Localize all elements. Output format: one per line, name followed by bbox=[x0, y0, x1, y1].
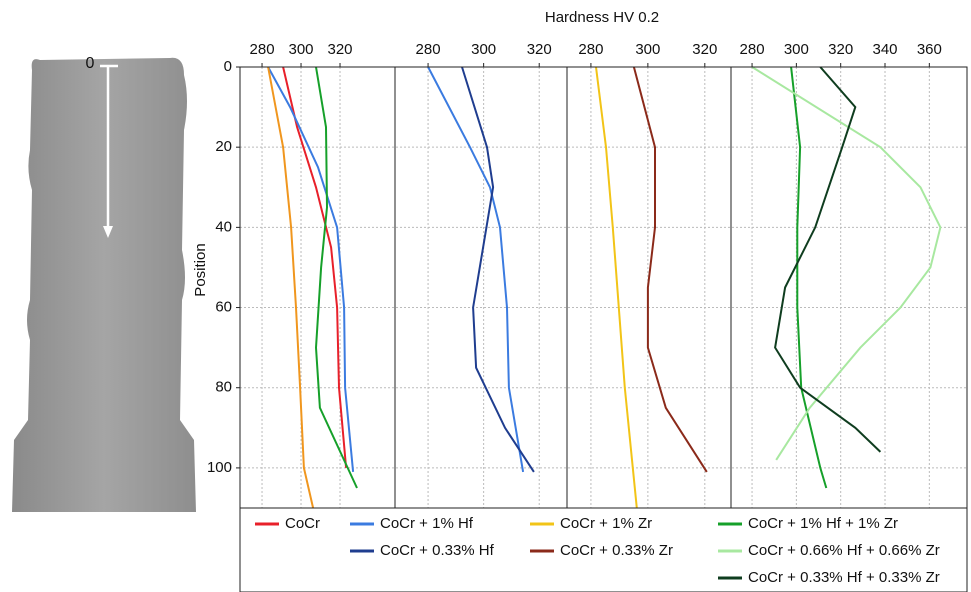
x-tick-label: 360 bbox=[917, 41, 942, 58]
data-line bbox=[267, 66, 315, 509]
legend-label: CoCr + 0.33% Zr bbox=[560, 542, 673, 559]
legend-label: CoCr + 0.33% Hf + 0.33% Zr bbox=[748, 569, 940, 586]
x-tick-label: 300 bbox=[289, 41, 314, 58]
legend-label: CoCr + 0.66% Hf + 0.66% Zr bbox=[748, 542, 940, 559]
data-line bbox=[751, 66, 942, 461]
y-tick-label: 40 bbox=[215, 218, 232, 235]
x-tick-label: 280 bbox=[578, 41, 603, 58]
x-tick-label: 300 bbox=[471, 41, 496, 58]
x-tick-label: 320 bbox=[828, 41, 853, 58]
y-tick-label: 20 bbox=[215, 138, 232, 155]
arrow-head bbox=[103, 226, 113, 238]
legend-label: CoCr + 1% Hf bbox=[380, 515, 474, 532]
data-line bbox=[461, 66, 535, 473]
data-line bbox=[282, 66, 348, 468]
panel-frame bbox=[730, 66, 968, 509]
x-tick-label: 340 bbox=[872, 41, 897, 58]
data-line bbox=[790, 66, 828, 489]
x-tick-label: 300 bbox=[784, 41, 809, 58]
y-tick-label: 0 bbox=[224, 58, 232, 75]
specimen-photo: 0 bbox=[12, 55, 196, 513]
y-tick-label: 80 bbox=[215, 379, 232, 396]
specimen bbox=[12, 57, 196, 513]
data-line bbox=[427, 66, 525, 473]
y-tick-label: 100 bbox=[207, 459, 232, 476]
panel-frame bbox=[566, 66, 732, 509]
panel-frame bbox=[394, 66, 568, 509]
legend-label: CoCr bbox=[285, 515, 320, 532]
y-tick-label: 60 bbox=[215, 299, 232, 316]
x-tick-label: 280 bbox=[740, 41, 765, 58]
data-line bbox=[774, 66, 882, 453]
x-tick-label: 320 bbox=[328, 41, 353, 58]
x-tick-label: 280 bbox=[250, 41, 275, 58]
x-tick-label: 320 bbox=[527, 41, 552, 58]
legend-label: CoCr + 1% Hf + 1% Zr bbox=[748, 515, 898, 532]
specimen-label: 0 bbox=[86, 55, 95, 72]
x-tick-label: 300 bbox=[635, 41, 660, 58]
data-line bbox=[314, 66, 358, 489]
x-axis-title: Hardness HV 0.2 bbox=[545, 9, 659, 26]
x-tick-label: 320 bbox=[692, 41, 717, 58]
data-line bbox=[632, 66, 708, 473]
legend-label: CoCr + 0.33% Hf bbox=[380, 542, 495, 559]
x-tick-label: 280 bbox=[416, 41, 441, 58]
y-axis-title: Position bbox=[192, 243, 209, 296]
panel-frame bbox=[239, 66, 396, 509]
data-line bbox=[267, 66, 355, 472]
legend-label: CoCr + 1% Zr bbox=[560, 515, 652, 532]
data-line bbox=[595, 66, 638, 509]
